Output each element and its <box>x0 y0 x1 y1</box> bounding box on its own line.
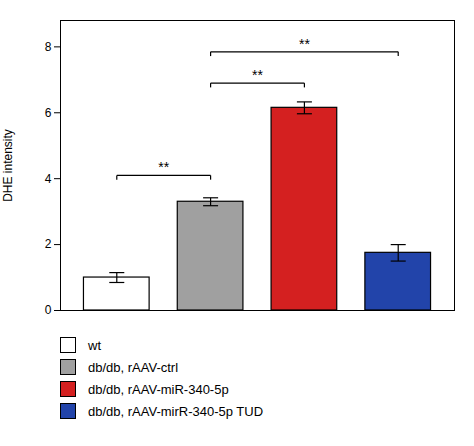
svg-text:0: 0 <box>45 303 52 317</box>
html-text:db/db, rAAV-mirR-340-5p TUD: db/db, rAAV-mirR-340-5p TUD <box>88 403 264 419</box>
html-text:db/db, rAAV-miR-340-5p: db/db, rAAV-miR-340-5p <box>88 381 229 397</box>
svg-text:8: 8 <box>45 40 52 54</box>
html-text:wt: wt <box>88 337 101 353</box>
svg-text:**: ** <box>158 159 169 175</box>
svg-text:6: 6 <box>45 106 52 120</box>
svg-text:DHE intensity: DHE intensity <box>1 129 15 202</box>
svg-text:**: ** <box>299 36 310 52</box>
svg-text:**: ** <box>252 67 263 83</box>
svg-text:2: 2 <box>45 237 52 251</box>
html-text:db/db, rAAV-ctrl: db/db, rAAV-ctrl <box>88 359 179 375</box>
svg-text:4: 4 <box>45 172 52 186</box>
